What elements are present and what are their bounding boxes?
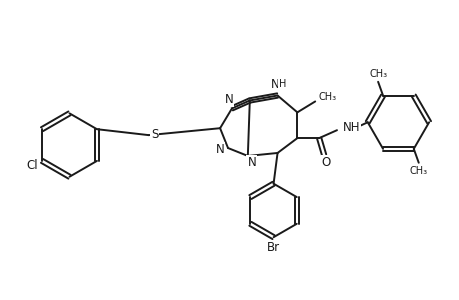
Text: CH₃: CH₃ [409,166,427,176]
Text: H: H [278,79,285,88]
Text: S: S [151,128,158,141]
Text: N: N [247,156,256,170]
Text: N: N [215,142,224,155]
Text: NH: NH [342,121,360,134]
Text: CH₃: CH₃ [318,92,336,101]
Text: Br: Br [267,241,280,254]
Text: N: N [224,93,233,106]
Text: O: O [321,156,330,170]
Text: Cl: Cl [26,159,38,172]
Text: CH₃: CH₃ [368,69,386,79]
Text: N: N [271,78,280,91]
